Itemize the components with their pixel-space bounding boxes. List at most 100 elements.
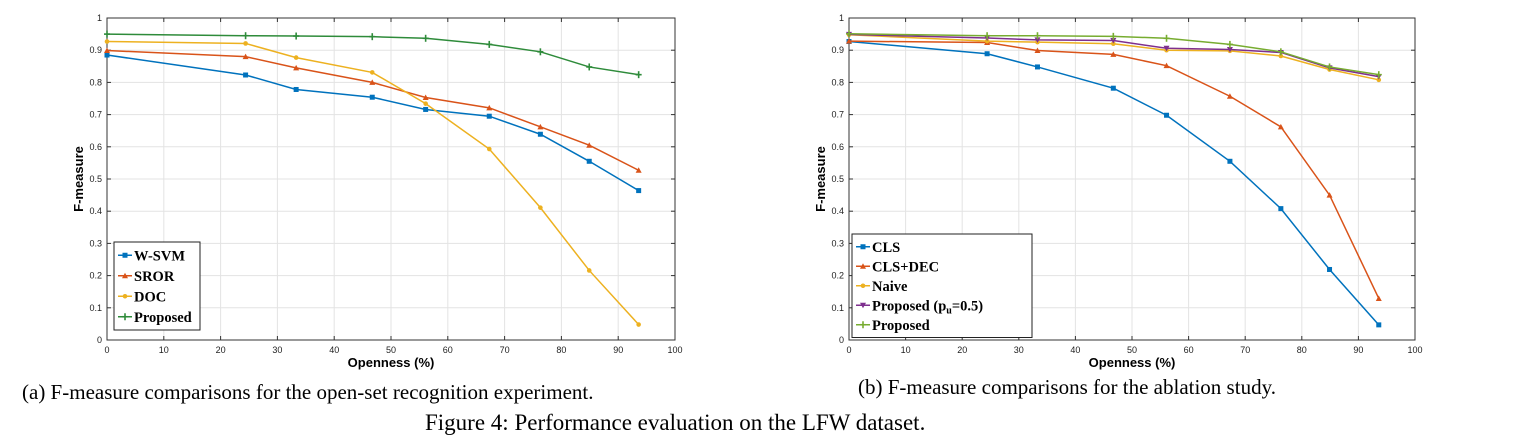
data-point: [486, 113, 492, 119]
data-point: [1376, 77, 1382, 83]
data-point: [1110, 38, 1117, 44]
y-tick-label: 0.2: [831, 271, 844, 281]
series-line: [106, 49, 639, 171]
chart-b: 0 10 20 30 40 50 60 70 80 90 100 0 0.1 0.2 0.3 0.4 0.5 0.…: [813, 13, 1423, 370]
data-point: [1110, 32, 1117, 40]
data-point: [1277, 48, 1284, 56]
y-tick-label: 0.3: [831, 238, 844, 248]
series-w-svm: [104, 52, 642, 194]
data-point: [984, 51, 990, 57]
x-axis-label: Openness (%): [1089, 355, 1176, 370]
data-point: [1034, 32, 1041, 40]
y-tick-label: 0.8: [89, 77, 102, 87]
data-point: [423, 101, 428, 106]
data-point: [1277, 123, 1284, 130]
legend-item: Proposed: [118, 310, 192, 326]
legend-label: Proposed (pu=0.5): [872, 298, 983, 316]
data-point: [1376, 322, 1382, 328]
data-point: [369, 70, 375, 75]
data-point: [586, 63, 593, 71]
y-tick-label: 0.9: [831, 45, 844, 55]
x-tick-label: 80: [556, 345, 566, 355]
data-point: [1111, 41, 1116, 47]
data-point: [422, 94, 429, 101]
legend-label: SROR: [134, 269, 175, 285]
data-point: [1278, 53, 1284, 59]
plot-frame: [848, 17, 1416, 341]
y-tick-label: 0.5: [831, 174, 844, 184]
data-point: [984, 38, 990, 44]
legend-item: SROR: [118, 269, 175, 285]
data-point: [846, 30, 852, 38]
data-point: [984, 32, 991, 40]
data-point: [243, 41, 248, 46]
data-point: [1326, 192, 1333, 198]
x-tick-label: 20: [216, 345, 226, 355]
data-point: [1327, 266, 1333, 272]
data-point: [369, 33, 376, 41]
data-point: [242, 32, 249, 40]
data-point: [1034, 37, 1041, 43]
data-point: [293, 86, 299, 92]
data-point: [537, 123, 544, 130]
data-point: [1034, 47, 1041, 54]
data-point: [486, 104, 493, 111]
legend-label: CLS+DEC: [872, 259, 939, 275]
data-point: [293, 64, 300, 71]
legend-item: CLS+DEC: [856, 259, 939, 275]
x-tick-label: 90: [1353, 345, 1363, 355]
data-point: [104, 47, 110, 54]
x-axis-label: Openness (%): [348, 355, 435, 370]
legend-marker: [122, 293, 128, 299]
y-tick-label: 1: [839, 13, 844, 23]
y-tick-label: 0.1: [89, 303, 102, 313]
y-tick-label: 0.9: [89, 45, 102, 55]
data-point: [1326, 63, 1333, 71]
data-point: [1110, 51, 1117, 57]
data-point: [1375, 295, 1382, 301]
series-cls-dec: [846, 38, 1382, 301]
data-point: [1163, 45, 1170, 52]
data-point: [636, 322, 641, 327]
plot-frame: [106, 17, 676, 341]
legend-item: Proposed (pu=0.5): [856, 298, 983, 316]
y-tick-label: 0.4: [831, 206, 844, 216]
data-point: [104, 39, 110, 44]
legend-marker: [860, 321, 866, 329]
chart-a: 0 10 20 30 40 50 60 70 80 90 100 0 0.1 0.2 0.3 0.4 0.5 0.…: [71, 13, 683, 370]
legend-item: Naive: [856, 279, 908, 295]
data-point: [537, 48, 544, 56]
data-point: [1278, 206, 1284, 212]
legend-marker: [122, 313, 128, 321]
x-tick-label: 10: [901, 345, 911, 355]
x-tick-label: 0: [104, 345, 109, 355]
legend-box: [113, 241, 201, 331]
y-tick-label: 0.7: [831, 110, 844, 120]
data-point: [1034, 64, 1040, 70]
legend-marker: [860, 283, 866, 289]
legend-marker: [122, 252, 128, 258]
series-proposed: [846, 30, 1382, 79]
legend-label: DOC: [134, 289, 166, 305]
data-point: [636, 188, 642, 194]
data-point: [1110, 85, 1116, 91]
y-tick-label: 0: [839, 335, 844, 345]
data-point: [537, 131, 543, 137]
legend-marker: [860, 302, 866, 309]
data-point: [243, 72, 249, 78]
data-point: [586, 158, 592, 164]
data-point: [1164, 112, 1170, 118]
data-point: [369, 79, 376, 85]
y-tick-label: 0: [97, 335, 102, 345]
x-tick-label: 80: [1297, 345, 1307, 355]
caption-b: (b) F-measure comparisons for the ablati…: [858, 375, 1276, 399]
y-tick-label: 0.1: [831, 303, 844, 313]
y-tick-label: 0.4: [89, 206, 102, 216]
figure-caption: Figure 4: Performance evaluation on the …: [425, 410, 926, 435]
legend-box: [851, 233, 1033, 338]
data-point: [538, 205, 543, 210]
legend-item: DOC: [118, 289, 166, 305]
series-doc: [104, 39, 641, 327]
data-point: [846, 38, 852, 44]
